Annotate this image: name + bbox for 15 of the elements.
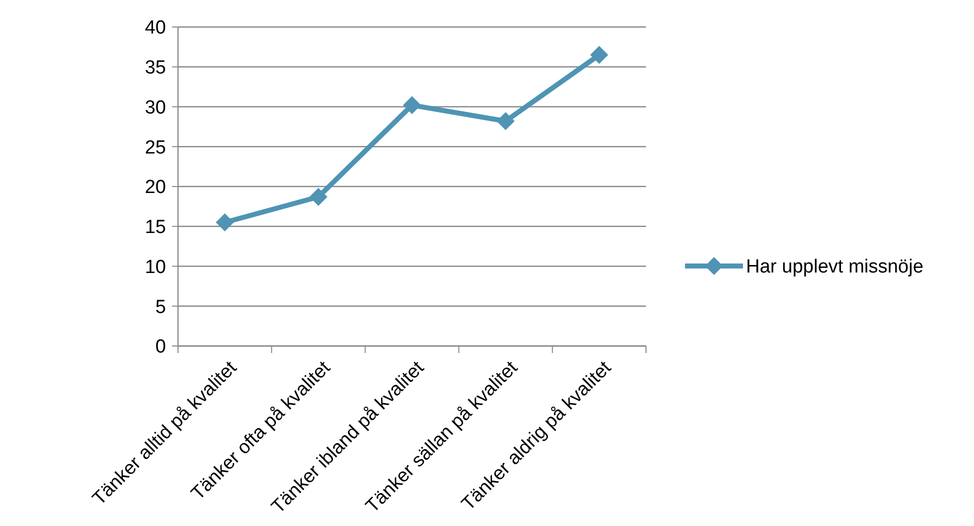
y-tick-label: 15: [144, 217, 166, 238]
point: [403, 96, 421, 114]
point: [216, 213, 234, 232]
point: [496, 112, 515, 130]
legend-label: Har upplevt missnöje: [746, 256, 924, 278]
y-tick-label: 25: [144, 137, 166, 158]
y-tick-label: 30: [144, 97, 166, 118]
y-tick-label: 10: [144, 256, 166, 278]
y-tick-label: 35: [144, 58, 166, 79]
point: [309, 188, 328, 206]
point: [590, 46, 608, 64]
y-tick-label: 20: [144, 177, 166, 198]
y-tick-label: 0: [155, 336, 166, 358]
y-tick-label: 5: [155, 296, 166, 318]
y-tick-label: 40: [144, 18, 166, 39]
